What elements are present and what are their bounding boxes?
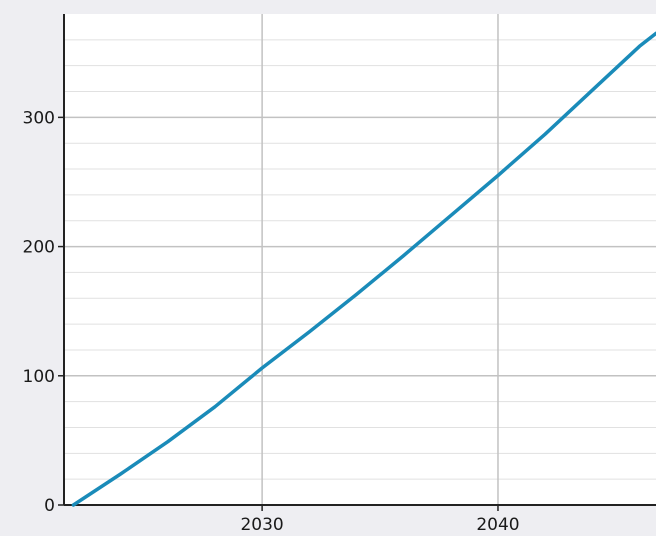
axes [63,14,656,506]
series-line [71,31,656,507]
series-layer [71,31,656,507]
y-tick-label: 100 [23,367,55,387]
x-tick-label: 2040 [476,515,519,535]
y-tick-label: 0 [44,496,55,516]
major-gridlines [64,14,656,505]
tick-labels: 0 100 200 300 2030 2040 [23,108,520,535]
y-tick-label: 300 [23,108,55,128]
minor-gridlines [64,39,656,480]
tick-marks [58,116,499,511]
x-tick-label: 2030 [240,515,283,535]
y-tick-label: 200 [23,238,55,258]
plot-area [64,14,656,505]
